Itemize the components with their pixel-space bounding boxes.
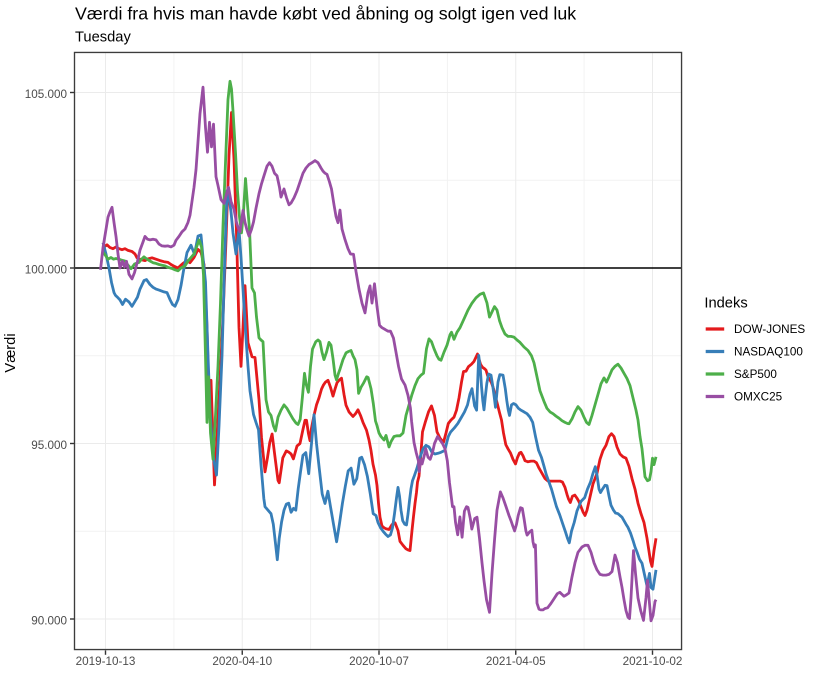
svg-text:Tuesday: Tuesday [75, 29, 131, 45]
svg-text:NASDAQ100: NASDAQ100 [734, 346, 803, 359]
svg-text:Indeks: Indeks [704, 296, 747, 312]
svg-text:Værdi fra hvis man havde købt: Værdi fra hvis man havde købt ved åbning… [75, 4, 576, 24]
svg-text:100.000: 100.000 [25, 264, 68, 277]
svg-text:95.000: 95.000 [31, 439, 67, 452]
svg-text:2020-04-10: 2020-04-10 [212, 655, 272, 668]
svg-text:90.000: 90.000 [31, 615, 67, 628]
svg-text:S&P500: S&P500 [734, 368, 777, 381]
svg-text:Værdi: Værdi [3, 333, 19, 372]
svg-text:OMXC25: OMXC25 [734, 391, 783, 404]
svg-text:105.000: 105.000 [25, 88, 68, 101]
svg-text:2020-10-07: 2020-10-07 [349, 655, 409, 668]
svg-text:2021-10-02: 2021-10-02 [623, 655, 683, 668]
svg-text:DOW-JONES: DOW-JONES [734, 323, 805, 336]
svg-text:2019-10-13: 2019-10-13 [76, 655, 136, 668]
svg-text:2021-04-05: 2021-04-05 [486, 655, 546, 668]
